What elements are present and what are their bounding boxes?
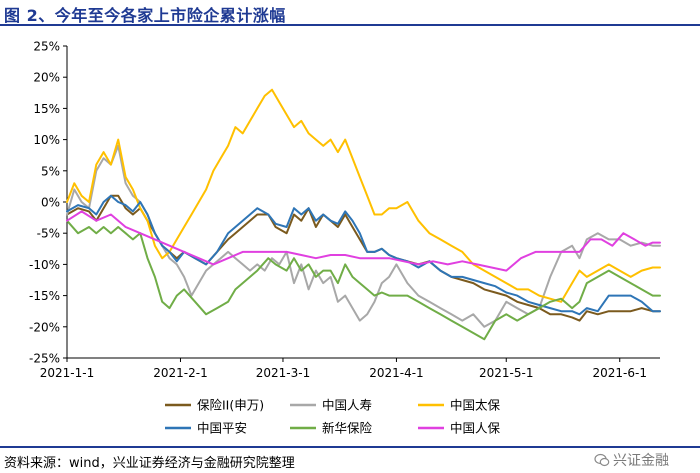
wechat-icon [594,453,610,467]
y-tick-label: -10% [29,258,60,272]
y-tick-label: 25% [33,40,60,54]
y-tick-label: -5% [37,227,60,241]
series-line [66,88,661,303]
source-note: 资料来源：wind，兴业证券经济与金融研究院整理 [4,456,295,471]
legend-label: 新华保险 [322,421,373,436]
y-tick-label: 20% [33,71,60,85]
watermark: 兴证金融 [594,450,669,470]
legend-label: 中国人保 [450,421,501,436]
x-tick-label: 2021-1-1 [40,366,94,380]
y-tick-label: 15% [33,102,60,116]
y-tick-label: -15% [29,289,60,303]
line-chart: -25% -20% -15% -10% -5% 0% 5% 10% 15% 20% 25% 2021-… [29,40,661,436]
y-tick-label: -20% [29,320,60,334]
series-lines [66,88,661,341]
series-line [66,219,661,341]
legend-label: 中国太保 [450,398,501,413]
footer-rule [0,446,700,448]
title-underline [0,24,700,26]
x-tick-label: 2021-6-1 [593,366,647,380]
legend-label: 中国人寿 [322,398,372,413]
watermark-text: 兴证金融 [613,453,669,469]
legend-label: 保险II(申万) [197,398,264,413]
x-tick-label: 2021-5-1 [479,366,533,380]
x-tick-label: 2021-4-1 [369,366,423,380]
series-line [66,210,661,272]
axes: -25% -20% -15% -10% -5% 0% 5% 10% 15% 20% 25% 2021-… [29,40,660,380]
chart-title: 图 2、今年至今各家上市险企累计涨幅 [4,6,286,25]
y-tick-label: 10% [33,133,60,147]
y-tick-label: 0% [41,196,60,210]
legend-label: 中国平安 [197,421,247,436]
series-line [66,194,661,316]
x-tick-label: 2021-3-1 [256,366,310,380]
y-tick-label: 5% [41,164,60,178]
y-tick-label: -25% [29,352,60,366]
x-tick-label: 2021-2-1 [153,366,207,380]
